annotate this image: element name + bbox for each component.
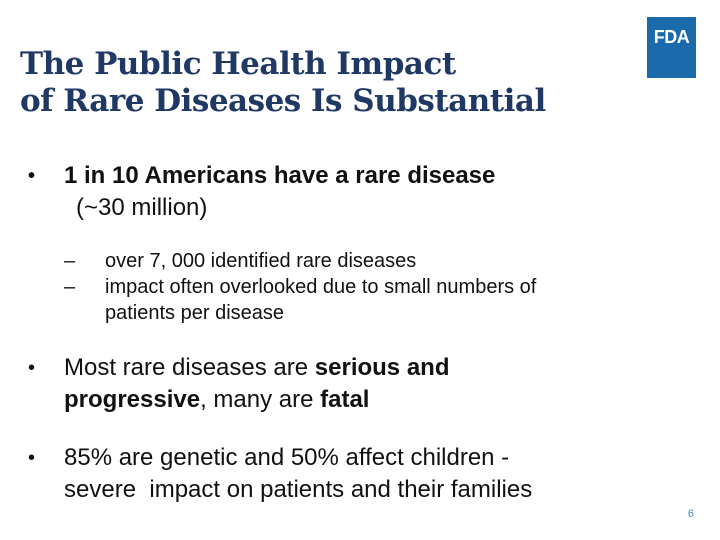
sub-bullet-list: – over 7, 000 identified rare diseases –…	[28, 248, 708, 326]
page-number: 6	[687, 508, 694, 520]
bullet-dot-icon: •	[28, 447, 36, 469]
bullet-2-line-2: progressive, many are fatal	[64, 384, 708, 416]
bullet-dot-icon: •	[28, 165, 36, 187]
bullet-1-line-2: (~30 million)	[76, 194, 208, 221]
bullet-1-line-1: 1 in 10 Americans have a rare disease	[64, 162, 496, 189]
sub-bullet-1-text: over 7, 000 identified rare diseases	[105, 250, 417, 272]
bullet-2-bold-c: fatal	[320, 386, 370, 413]
bullet-1: • 1 in 10 Americans have a rare disease …	[28, 160, 708, 224]
sub-bullet-1: – over 7, 000 identified rare diseases	[64, 248, 708, 274]
bullet-list: • 1 in 10 Americans have a rare disease …	[28, 160, 708, 506]
title-line-2: of Rare Diseases Is Substantial	[20, 83, 546, 119]
bullet-2-bold-a: serious and	[314, 354, 450, 381]
bullet-2-line-1: Most rare diseases are serious and	[64, 352, 708, 384]
fda-logo: FDA	[647, 17, 696, 78]
sub-bullet-2-text: impact often overlooked due to small num…	[105, 276, 537, 298]
bullet-3-line-1: 85% are genetic and 50% affect children …	[64, 444, 510, 471]
bullet-2-bold-b: progressive	[64, 386, 201, 413]
bullet-2-text-b: , many are	[200, 386, 321, 413]
sub-bullet-2-continued: patients per disease	[64, 300, 708, 326]
dash-icon: –	[64, 276, 76, 298]
fda-logo-text: FDA	[653, 27, 690, 47]
sub-bullet-2-text-continued: patients per disease	[105, 302, 285, 324]
bullet-2: • Most rare diseases are serious and pro…	[28, 352, 708, 416]
slide-title: The Public Health Impact of Rare Disease…	[20, 46, 546, 120]
title-line-1: The Public Health Impact	[20, 46, 456, 82]
bullet-2-text-a: Most rare diseases are	[64, 354, 315, 381]
dash-icon: –	[64, 250, 76, 272]
bullet-dot-icon: •	[28, 357, 36, 379]
bullet-3: • 85% are genetic and 50% affect childre…	[28, 442, 708, 506]
bullet-3-line-2: severe impact on patients and their fami…	[64, 476, 533, 503]
sub-bullet-2: – impact often overlooked due to small n…	[64, 274, 708, 300]
